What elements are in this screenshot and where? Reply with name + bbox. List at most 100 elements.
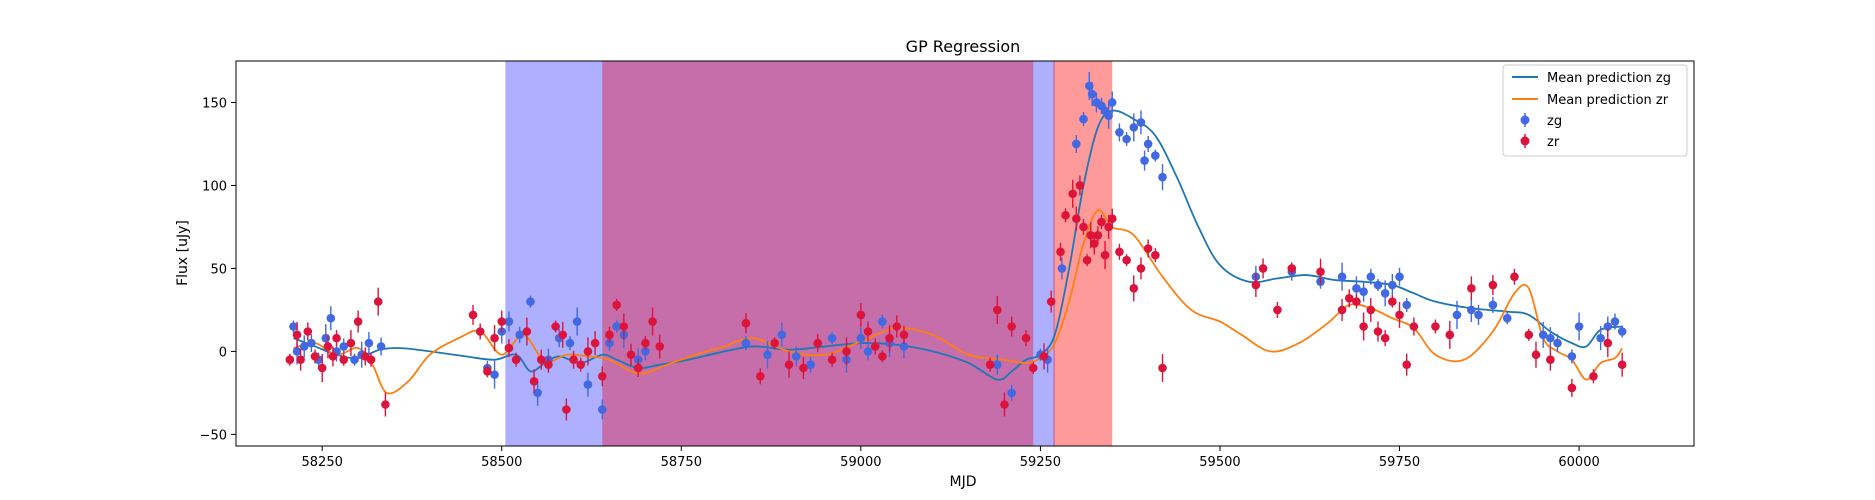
point-zr bbox=[1603, 329, 1613, 358]
point-zr bbox=[1445, 320, 1455, 349]
point-zr bbox=[1337, 298, 1347, 321]
point-zr bbox=[558, 321, 568, 348]
point-zr bbox=[1107, 208, 1117, 229]
point-zr bbox=[619, 313, 629, 340]
point-zg bbox=[504, 311, 514, 332]
point-zr bbox=[1115, 243, 1124, 260]
point-zg bbox=[1596, 326, 1605, 351]
point-zr bbox=[296, 348, 305, 371]
point-zr bbox=[870, 338, 880, 355]
x-tick-label: 60000 bbox=[1558, 455, 1599, 470]
point-zr bbox=[1079, 218, 1088, 235]
point-zr bbox=[1546, 348, 1555, 371]
point-zg bbox=[878, 314, 887, 329]
point-zg bbox=[1079, 112, 1088, 127]
y-tick-label: 150 bbox=[202, 96, 227, 111]
point-zr bbox=[1061, 208, 1070, 223]
point-zr bbox=[1100, 241, 1110, 270]
observation-points bbox=[285, 71, 1627, 421]
point-zr bbox=[1431, 319, 1440, 334]
point-zg bbox=[526, 295, 535, 308]
x-tick-label: 58750 bbox=[661, 455, 702, 470]
point-zr bbox=[1567, 378, 1577, 397]
point-zg bbox=[597, 399, 607, 420]
point-zg bbox=[565, 336, 575, 351]
point-zg bbox=[326, 306, 336, 331]
x-tick-label: 59000 bbox=[840, 455, 881, 470]
legend-swatch-zg-points bbox=[1520, 113, 1530, 127]
point-zg bbox=[1122, 131, 1131, 146]
x-tick-label: 59500 bbox=[1199, 455, 1240, 470]
point-zr bbox=[1316, 258, 1325, 285]
point-zg bbox=[1359, 281, 1368, 302]
point-zr bbox=[576, 357, 586, 372]
point-zr bbox=[1122, 254, 1131, 267]
point-zr bbox=[1409, 317, 1419, 336]
point-zr bbox=[770, 337, 779, 350]
point-zr bbox=[544, 356, 553, 373]
mean-prediction-lines bbox=[293, 109, 1623, 395]
point-zg bbox=[863, 342, 873, 361]
legend-label-zg-points: zg bbox=[1547, 114, 1562, 129]
point-zr bbox=[381, 392, 390, 417]
point-zg bbox=[1136, 110, 1146, 135]
point-zr bbox=[813, 334, 823, 353]
point-zg bbox=[1388, 274, 1397, 297]
point-zr bbox=[756, 368, 765, 385]
point-zg bbox=[806, 356, 815, 373]
point-zr bbox=[583, 337, 593, 366]
point-zr bbox=[1287, 262, 1297, 275]
x-tick-label: 58500 bbox=[481, 455, 522, 470]
point-zr bbox=[1075, 175, 1085, 196]
point-zr bbox=[317, 354, 327, 383]
point-zg bbox=[1488, 296, 1498, 313]
y-tick-label: −50 bbox=[200, 428, 227, 443]
point-zg bbox=[1402, 297, 1412, 312]
point-zg bbox=[777, 322, 787, 347]
point-zr bbox=[1056, 242, 1065, 261]
point-zr bbox=[1273, 301, 1282, 318]
point-zr bbox=[633, 359, 643, 378]
point-zg bbox=[741, 336, 751, 351]
point-zr bbox=[1068, 179, 1078, 208]
point-zr bbox=[1072, 206, 1081, 231]
point-zr bbox=[993, 295, 1002, 324]
point-zr bbox=[1589, 369, 1598, 384]
point-zg bbox=[339, 338, 349, 355]
point-zr bbox=[899, 325, 909, 344]
point-zr bbox=[1000, 392, 1009, 417]
chart-title: GP Regression bbox=[906, 37, 1021, 56]
point-zg bbox=[1151, 149, 1160, 162]
point-zg bbox=[583, 372, 593, 397]
x-tick-label: 59750 bbox=[1379, 455, 1420, 470]
point-zg bbox=[763, 340, 772, 369]
point-zg bbox=[1452, 300, 1462, 329]
line-mean-prediction-zg bbox=[293, 109, 1623, 381]
point-zg bbox=[1395, 267, 1404, 286]
legend-swatch-zr-points bbox=[1520, 134, 1530, 148]
point-zg bbox=[1158, 164, 1167, 191]
point-zg bbox=[1007, 384, 1016, 401]
point-zg bbox=[1143, 135, 1153, 152]
line-mean-prediction-zr bbox=[293, 209, 1623, 395]
point-zr bbox=[597, 366, 607, 387]
point-zr bbox=[468, 304, 478, 325]
legend-box bbox=[1502, 64, 1688, 157]
x-axis-label: MJD bbox=[950, 474, 977, 490]
point-zg bbox=[299, 335, 309, 358]
point-zg bbox=[1574, 312, 1584, 341]
point-zr bbox=[1344, 289, 1354, 308]
point-zr bbox=[827, 352, 837, 367]
point-zr bbox=[1021, 330, 1031, 347]
point-zr bbox=[892, 315, 902, 338]
point-zg bbox=[350, 353, 359, 366]
point-zg bbox=[1380, 280, 1390, 307]
point-zr bbox=[1007, 316, 1016, 337]
point-zr bbox=[1158, 354, 1167, 383]
point-zg bbox=[1373, 279, 1383, 292]
point-zg bbox=[1502, 312, 1512, 325]
point-zr bbox=[590, 331, 600, 356]
point-zr bbox=[529, 369, 539, 394]
point-zg bbox=[612, 320, 621, 333]
